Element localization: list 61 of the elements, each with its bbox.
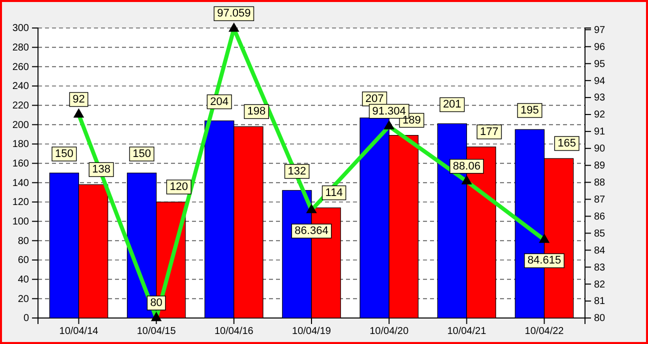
y2-tick-label: 90 bbox=[594, 144, 606, 155]
y2-tick-label: 81 bbox=[594, 296, 606, 308]
y-tick-label: 220 bbox=[12, 100, 30, 112]
data-label: 114 bbox=[325, 186, 343, 199]
y2-tick-label: 84 bbox=[594, 245, 606, 256]
data-label: 88.06 bbox=[452, 160, 480, 172]
data-label: 198 bbox=[247, 106, 266, 118]
y2-tick-label: 91 bbox=[594, 126, 606, 138]
x-tick-label: 10/04/16 bbox=[214, 326, 254, 338]
data-label: 97.059 bbox=[217, 8, 251, 20]
y-tick-label: 300 bbox=[12, 23, 30, 34]
y2-tick-label: 93 bbox=[594, 92, 606, 104]
x-tick-label: 10/04/21 bbox=[447, 326, 487, 338]
y-tick-label: 100 bbox=[12, 216, 30, 228]
data-label: 120 bbox=[170, 181, 188, 193]
y2-tick-label: 96 bbox=[594, 42, 606, 53]
data-label: 177 bbox=[480, 126, 498, 138]
y2-tick-label: 83 bbox=[594, 262, 606, 274]
y2-tick-label: 82 bbox=[594, 279, 606, 290]
y2-tick-label: 89 bbox=[594, 160, 606, 172]
x-tick-label: 10/04/20 bbox=[370, 326, 409, 338]
y-tick-label: 180 bbox=[12, 139, 30, 150]
y-tick-label: 240 bbox=[12, 81, 30, 92]
x-tick-label: 10/04/15 bbox=[136, 326, 176, 338]
y2-tick-label: 94 bbox=[594, 76, 606, 87]
y2-tick-label: 80 bbox=[594, 313, 606, 324]
y2-tick-label: 92 bbox=[594, 110, 606, 121]
data-label: 204 bbox=[210, 96, 229, 108]
y-tick-label: 140 bbox=[12, 178, 30, 189]
data-label: 189 bbox=[402, 114, 421, 126]
y2-tick-label: 88 bbox=[594, 178, 606, 189]
data-label: 165 bbox=[558, 138, 576, 150]
y-tick-label: 280 bbox=[12, 42, 30, 54]
y-tick-label: 160 bbox=[12, 158, 30, 170]
y-tick-label: 200 bbox=[12, 120, 30, 131]
data-label: 86.364 bbox=[294, 225, 328, 238]
x-tick-label: 10/04/19 bbox=[292, 326, 332, 338]
y-tick-label: 40 bbox=[18, 274, 30, 286]
y-tick-label: 60 bbox=[18, 255, 30, 266]
data-label: 150 bbox=[55, 148, 74, 160]
y2-tick-label: 85 bbox=[594, 228, 606, 240]
data-label: 132 bbox=[288, 165, 306, 178]
data-label: 201 bbox=[442, 98, 462, 111]
data-label: 80 bbox=[150, 297, 162, 309]
y-tick-label: 20 bbox=[18, 294, 30, 305]
y-tick-label: 0 bbox=[23, 313, 30, 324]
data-label: 84.615 bbox=[527, 254, 562, 267]
x-tick-label: 10/04/14 bbox=[59, 326, 99, 338]
data-label: 92 bbox=[72, 93, 85, 106]
data-label: 138 bbox=[92, 164, 110, 176]
x-tick-label: 10/04/22 bbox=[524, 326, 564, 338]
y2-tick-label: 87 bbox=[594, 194, 606, 206]
y2-tick-label: 97 bbox=[594, 24, 606, 36]
y2-tick-label: 86 bbox=[594, 211, 606, 222]
y-tick-label: 120 bbox=[12, 197, 30, 208]
data-label: 195 bbox=[520, 104, 539, 116]
data-label: 207 bbox=[365, 92, 384, 105]
y-tick-label: 260 bbox=[12, 62, 30, 73]
y2-tick-label: 95 bbox=[594, 58, 606, 70]
data-label: 150 bbox=[132, 148, 151, 160]
y-tick-label: 80 bbox=[18, 236, 30, 247]
